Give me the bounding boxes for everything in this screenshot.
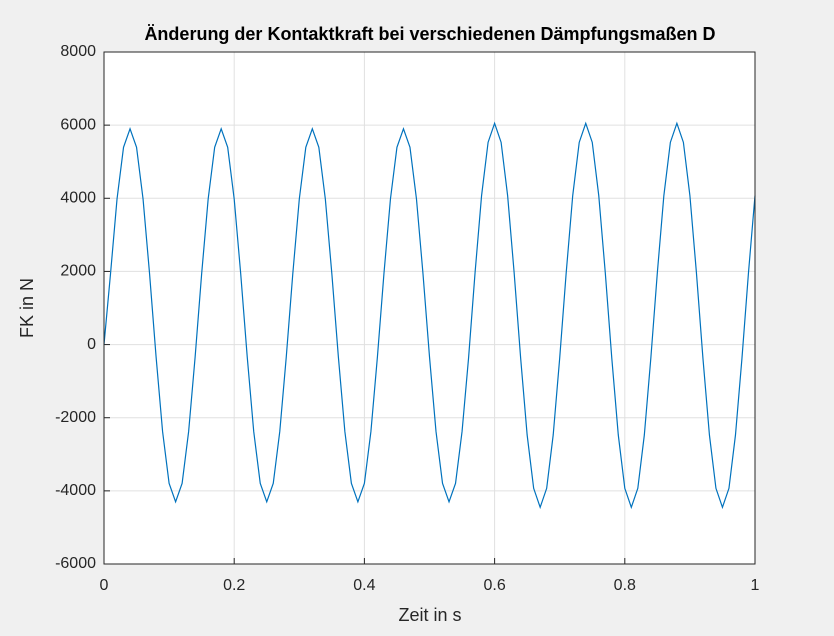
y-tick-label: -4000 xyxy=(55,482,96,499)
y-tick-label: 0 xyxy=(87,336,96,353)
x-tick-label: 0.8 xyxy=(614,577,636,594)
data-line xyxy=(103,121,756,510)
y-tick-label: -6000 xyxy=(55,555,96,572)
axes-box xyxy=(103,51,756,565)
chart-title: Änderung der Kontaktkraft bei verschiede… xyxy=(144,24,715,44)
x-tick-label: 0.6 xyxy=(483,577,505,594)
y-tick-label: 8000 xyxy=(60,43,96,60)
x-tick-label: 0.2 xyxy=(223,577,245,594)
plot-area xyxy=(104,52,755,564)
x-tick-label: 0 xyxy=(100,577,109,594)
y-tick-label: 2000 xyxy=(60,263,96,280)
y-tick-label: 6000 xyxy=(60,116,96,133)
y-axis-label: FK in N xyxy=(17,278,37,338)
x-axis-label: Zeit in s xyxy=(398,605,461,625)
x-tick-label: 0.4 xyxy=(353,577,375,594)
x-tick-label: 1 xyxy=(751,577,760,594)
y-tick-label: 4000 xyxy=(60,190,96,207)
y-tick-label: -2000 xyxy=(55,409,96,426)
